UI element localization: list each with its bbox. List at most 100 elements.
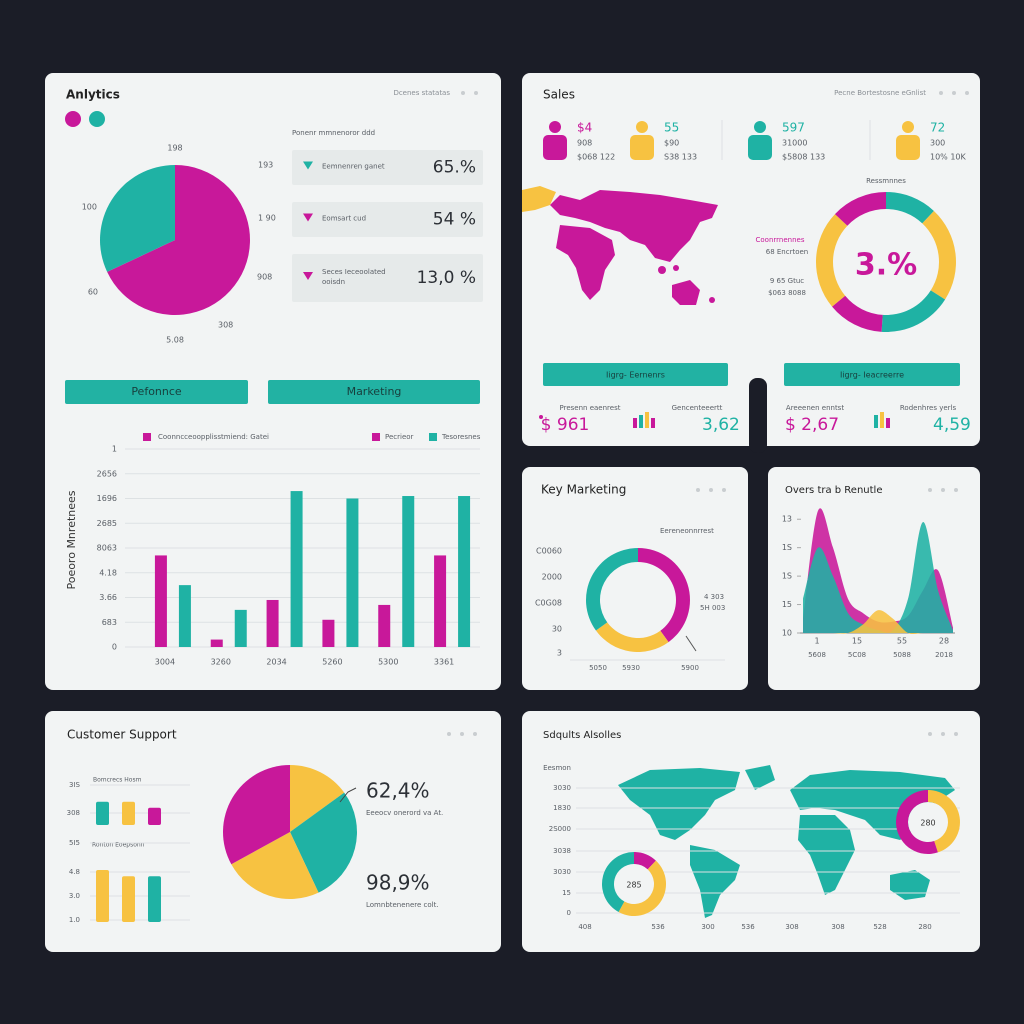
y-tick-label: 0 bbox=[112, 643, 117, 652]
donut-center: 3.% bbox=[855, 248, 917, 283]
kpi-icon bbox=[303, 161, 313, 170]
chart-label: Ronton Eoepsonn bbox=[92, 842, 145, 849]
kpi-detail: 31000 bbox=[782, 139, 807, 148]
kpi-value: $4 bbox=[577, 121, 592, 135]
x-tick-label: 5608 bbox=[808, 651, 826, 659]
pie-label: 198 bbox=[167, 144, 182, 153]
x-tick-label: 5050 bbox=[589, 664, 607, 672]
donut-segment bbox=[601, 852, 634, 913]
kpi-value: 72 bbox=[930, 121, 945, 135]
y-tick-label: 1 bbox=[112, 445, 117, 454]
y-tick-label: 30 bbox=[552, 625, 562, 634]
x-tick-label: 5C08 bbox=[848, 651, 866, 659]
donut-note: 68 Encrtoen bbox=[766, 248, 809, 256]
panel-menu: Pecne Bortestosne eGnlist bbox=[834, 89, 926, 97]
pie-label: 908 bbox=[257, 273, 272, 282]
kpi-value: 13,0 % bbox=[417, 268, 476, 288]
key-marketing-panel bbox=[522, 467, 748, 690]
y-tick-label: 683 bbox=[102, 618, 117, 627]
y-tick-label: 3.0 bbox=[69, 892, 80, 900]
y-tick-label: 3030 bbox=[553, 868, 571, 876]
y-tick-label: 1830 bbox=[553, 804, 571, 812]
kpi-row bbox=[292, 202, 483, 237]
kpi-header: Ponenr mmnenoror ddd bbox=[292, 129, 375, 137]
donut-segment bbox=[618, 860, 667, 917]
donut-segment bbox=[634, 852, 656, 870]
panel-title: Overs tra b Renutle bbox=[785, 485, 883, 496]
kpi-row bbox=[292, 150, 483, 185]
pie-label: 5.08 bbox=[166, 336, 184, 345]
person-icon bbox=[748, 135, 772, 160]
button[interactable] bbox=[268, 380, 480, 404]
panel-title: Key Marketing bbox=[541, 483, 626, 497]
stat-icon bbox=[886, 418, 890, 428]
y-tick-label: 2S000 bbox=[549, 825, 571, 833]
person-icon bbox=[636, 121, 648, 133]
chart-subtitle: Coonncceoopplisstmiend: Gatei bbox=[158, 433, 269, 441]
world-map bbox=[522, 186, 718, 305]
y-tick-label: 10 bbox=[782, 629, 792, 638]
y-tick-label: 8063 bbox=[97, 544, 117, 553]
panel-title: Sales bbox=[543, 88, 575, 102]
person-icon bbox=[630, 135, 654, 160]
legend-label: Tesoresnes bbox=[441, 433, 481, 441]
kpi-value: 54 % bbox=[433, 210, 476, 230]
person-icon bbox=[754, 121, 766, 133]
kpi-detail: 300 bbox=[930, 139, 945, 148]
y-tick-label: 2656 bbox=[97, 469, 117, 478]
y-tick-label: 308 bbox=[67, 809, 80, 817]
bar bbox=[322, 619, 335, 647]
pie-label: 100 bbox=[82, 203, 97, 212]
kpi-icon bbox=[303, 213, 313, 222]
y-tick-label: 4.18 bbox=[99, 568, 117, 577]
y-tick-label: C0G08 bbox=[535, 599, 562, 608]
stat-icon bbox=[633, 418, 637, 428]
menu-dots[interactable] bbox=[447, 91, 969, 736]
kpi-detail: 908 bbox=[577, 139, 592, 148]
button[interactable] bbox=[784, 363, 960, 386]
donut-segment bbox=[895, 789, 938, 854]
legend-swatch bbox=[143, 433, 151, 441]
kpi-label: Eemnenren ganet bbox=[322, 163, 385, 171]
y-tick-label: 2000 bbox=[542, 573, 562, 582]
bar bbox=[290, 491, 303, 647]
kpi-value: 597 bbox=[782, 121, 805, 135]
x-tick-label: 536 bbox=[651, 923, 665, 931]
pie-slice bbox=[107, 165, 251, 315]
bar bbox=[96, 870, 109, 922]
stat-value: 3,62 bbox=[702, 415, 740, 435]
button[interactable] bbox=[543, 363, 728, 386]
x-tick-label: 3260 bbox=[211, 658, 231, 667]
donut-segment bbox=[595, 622, 669, 652]
pie-slice bbox=[290, 765, 345, 832]
y-tick-label: 1S bbox=[782, 572, 792, 581]
pie-slice bbox=[100, 165, 175, 272]
y-tick-label: 15 bbox=[562, 889, 571, 897]
x-tick-label: 5930 bbox=[622, 664, 640, 672]
stat-icon bbox=[639, 415, 643, 428]
y-tick-label: C0060 bbox=[536, 547, 562, 556]
panel-title: Anlytics bbox=[66, 88, 120, 102]
legend-label: Pecrieor bbox=[385, 433, 414, 441]
person-icon bbox=[896, 135, 920, 160]
donut-note: 9 65 Gtuc bbox=[770, 277, 804, 285]
kpi-detail: S38 133 bbox=[664, 153, 697, 162]
stat-label: Rodenhres yerls bbox=[900, 404, 957, 412]
x-tick-label: 15 bbox=[852, 637, 862, 646]
x-tick-label: 308 bbox=[785, 923, 798, 931]
kpi-label: Seces Ieceoolated bbox=[322, 268, 386, 276]
button-label: Iigrg- Ieacreerre bbox=[840, 371, 904, 380]
bar bbox=[148, 807, 161, 825]
button[interactable] bbox=[65, 380, 248, 404]
legend-swatch bbox=[372, 433, 380, 441]
bar bbox=[402, 496, 415, 647]
bar bbox=[122, 801, 135, 825]
y-tick-label: 3038 bbox=[553, 847, 571, 855]
x-tick-label: 308 bbox=[831, 923, 844, 931]
pie-label: 308 bbox=[218, 321, 233, 330]
x-tick-label: 5260 bbox=[322, 658, 342, 667]
y-tick-label: 4.8 bbox=[69, 868, 80, 876]
kpi-detail: $90 bbox=[664, 139, 679, 148]
stat-icon bbox=[880, 412, 884, 428]
